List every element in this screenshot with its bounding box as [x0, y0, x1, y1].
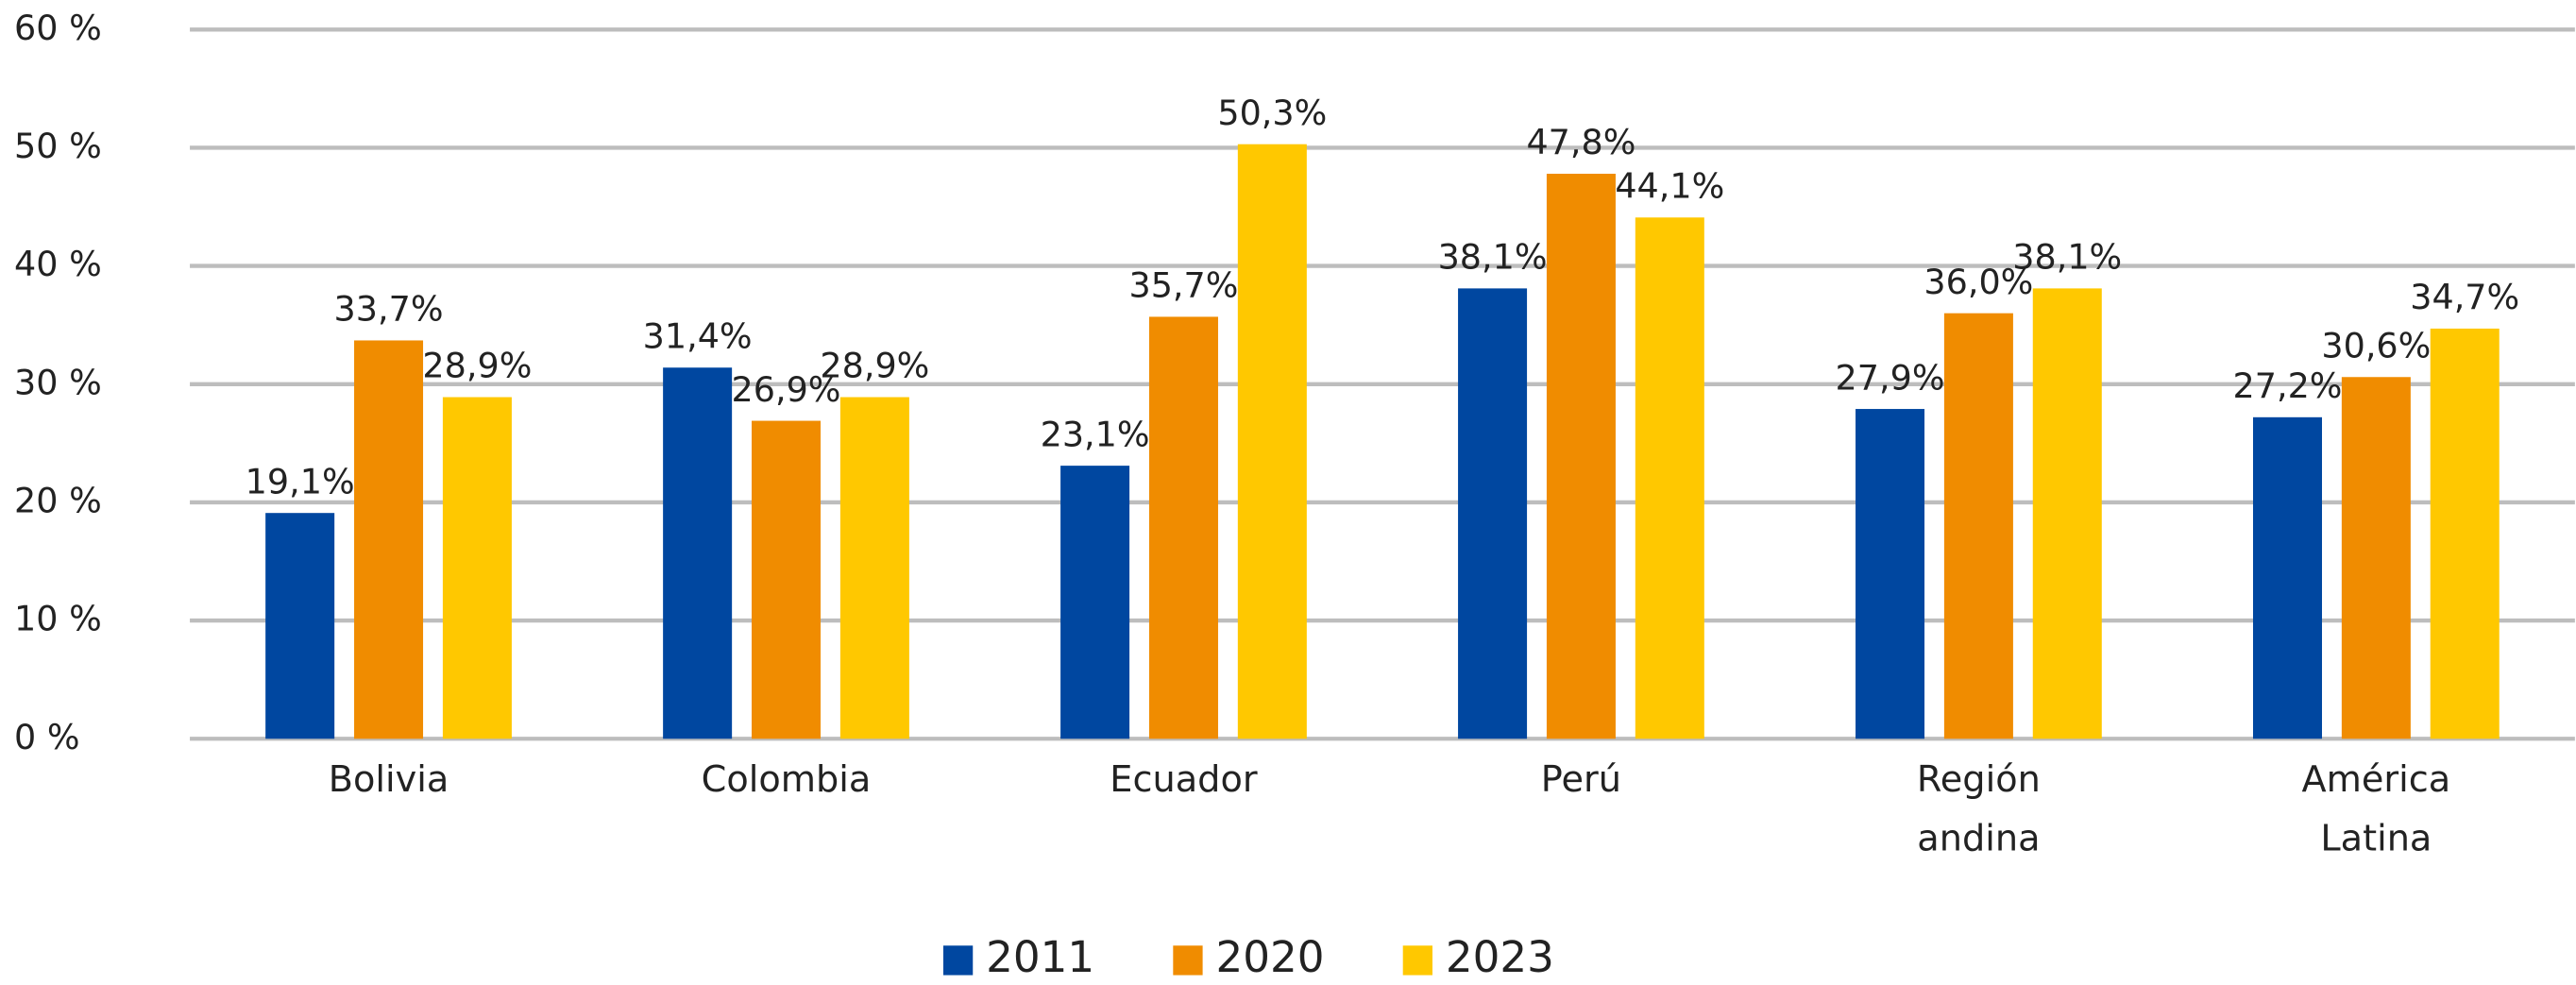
data-label: 36,0%	[1924, 262, 2033, 302]
bar	[2341, 377, 2411, 739]
legend-label: 2023	[1446, 932, 1554, 982]
bar	[1060, 466, 1130, 739]
x-tick-label-box: Bolivia	[328, 759, 449, 802]
legend-label: 2020	[1216, 932, 1325, 982]
bar	[1635, 217, 1704, 739]
bar	[1546, 173, 1616, 739]
legend-swatch	[942, 945, 974, 976]
data-label: 44,1%	[1615, 166, 1724, 207]
x-tick-label: Perú	[1540, 759, 1622, 802]
data-label: 26,9%	[732, 369, 841, 410]
data-label: 35,7%	[1128, 265, 1238, 306]
legend-swatch	[1402, 945, 1432, 976]
y-tick-label: 40 %	[14, 244, 102, 284]
data-label: 23,1%	[1041, 414, 1150, 454]
bar	[2032, 288, 2102, 739]
data-label: 33,7%	[334, 289, 444, 330]
data-label: 47,8%	[1526, 122, 1635, 162]
bar	[2252, 416, 2323, 739]
bar	[663, 367, 733, 739]
x-tick-label: Bolivia	[328, 759, 449, 802]
x-tick-label: Región andina	[1916, 759, 2041, 860]
y-tick-label: 30 %	[14, 362, 102, 402]
bar	[839, 397, 909, 739]
data-label: 38,1%	[1438, 237, 1548, 278]
bar	[354, 340, 424, 739]
bar	[1458, 288, 1528, 739]
bar	[1943, 313, 2013, 739]
x-tick-label: Ecuador	[1110, 759, 1258, 802]
legend-label: 2011	[986, 932, 1094, 982]
bar	[442, 397, 512, 739]
bar	[1148, 316, 1218, 739]
x-tick-label: América Latina	[2301, 759, 2451, 860]
data-label: 34,7%	[2410, 277, 2519, 317]
x-tick-label-box: América Latina	[2301, 759, 2451, 860]
y-tick-label: 20 %	[14, 480, 102, 520]
bar	[751, 420, 822, 739]
data-label: 27,9%	[1836, 357, 1945, 398]
x-tick-label: Colombia	[701, 759, 872, 802]
data-label: 19,1%	[246, 461, 355, 501]
bar	[2430, 328, 2500, 739]
y-tick-label: 0 %	[14, 717, 80, 757]
y-tick-label: 50 %	[14, 126, 102, 166]
bar	[1856, 409, 1925, 739]
y-tick-label: 10 %	[14, 599, 102, 639]
data-label: 27,2%	[2233, 365, 2343, 406]
x-tick-label-box: Perú	[1540, 759, 1622, 802]
y-tick-label: 60 %	[14, 8, 102, 48]
data-label: 28,9%	[422, 346, 532, 386]
legend-swatch	[1173, 945, 1203, 976]
data-label: 50,3%	[1217, 93, 1327, 133]
data-label: 30,6%	[2321, 325, 2431, 365]
bar	[265, 513, 335, 739]
data-label: 28,9%	[820, 346, 929, 386]
bar	[1237, 144, 1307, 739]
x-tick-label-box: Ecuador	[1110, 759, 1258, 802]
data-label: 31,4%	[643, 315, 753, 356]
data-label: 38,1%	[2012, 237, 2122, 278]
x-tick-label-box: Región andina	[1916, 759, 2041, 860]
x-tick-label-box: Colombia	[701, 759, 872, 802]
